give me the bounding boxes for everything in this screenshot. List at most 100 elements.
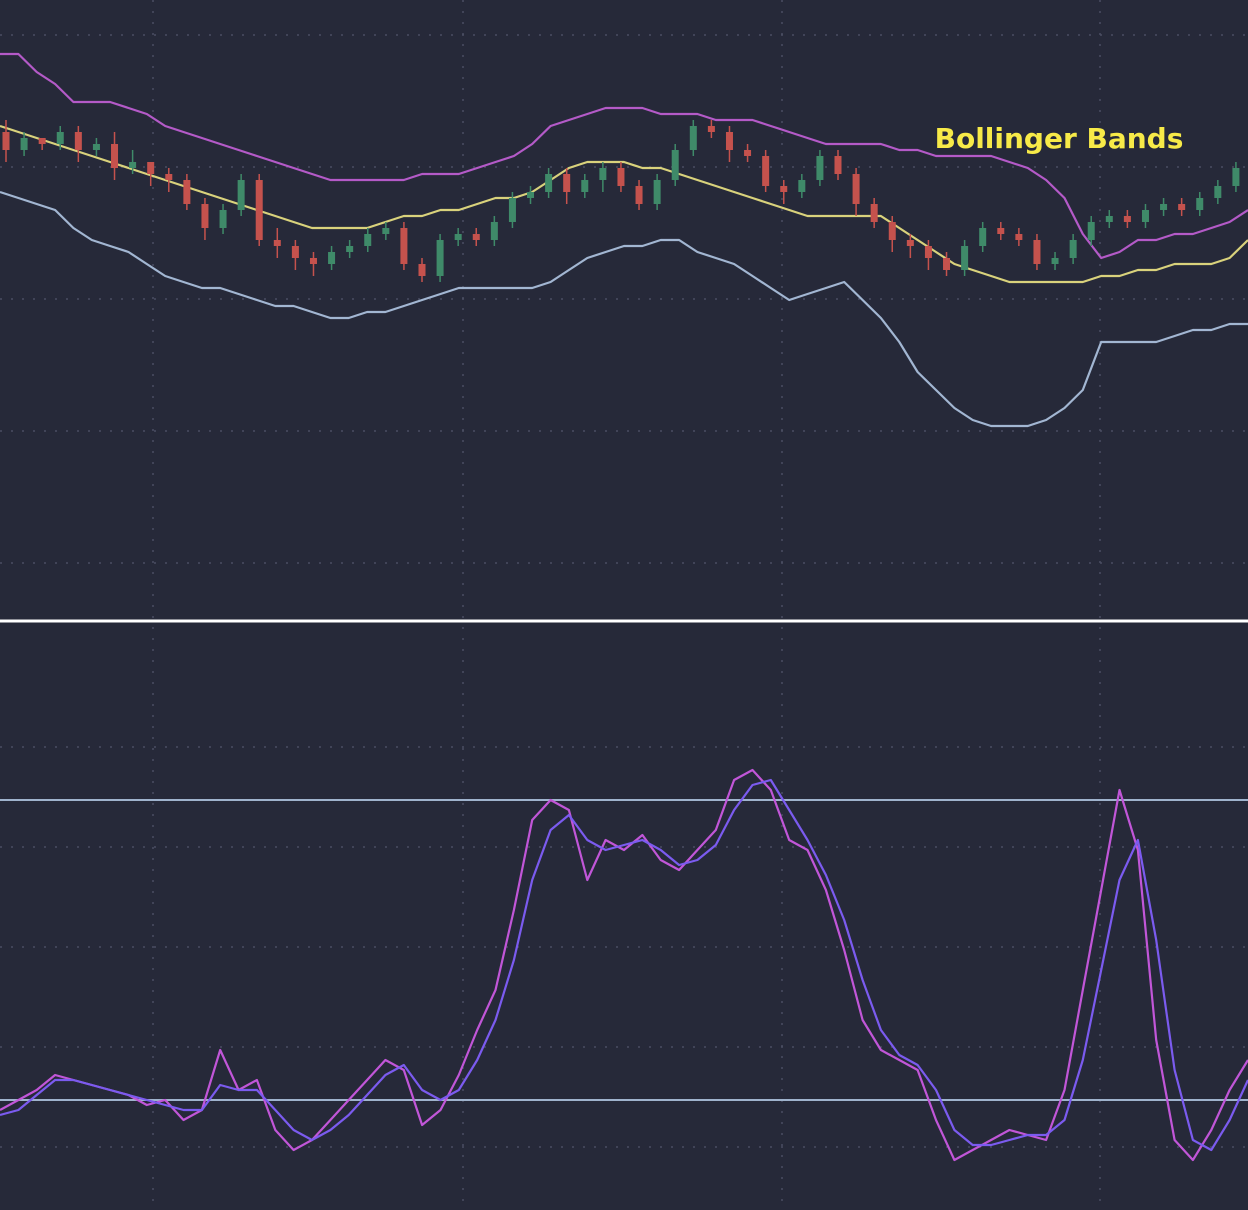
candle — [400, 222, 408, 270]
candle-body — [38, 138, 46, 144]
candle — [1105, 210, 1113, 228]
candle — [725, 126, 733, 162]
candle — [1069, 234, 1077, 264]
candle — [744, 144, 752, 162]
candle-body — [1214, 186, 1222, 198]
candle-body — [1051, 258, 1059, 264]
candle — [961, 240, 969, 276]
candle-body — [1105, 216, 1113, 222]
candle — [111, 132, 119, 180]
candle-body — [924, 246, 932, 258]
bollinger-band-line-0 — [0, 52, 1248, 260]
candle-body — [454, 234, 462, 240]
candle-body — [418, 264, 426, 276]
candle — [943, 252, 951, 276]
candle — [346, 240, 354, 258]
candle-body — [581, 180, 589, 192]
candle — [852, 168, 860, 216]
candle — [92, 138, 100, 156]
candle-body — [725, 132, 733, 150]
bollinger-band-line-2 — [0, 190, 1248, 428]
candle-body — [1069, 240, 1077, 258]
candle-body — [852, 174, 860, 204]
candle — [599, 162, 607, 192]
candle — [472, 228, 480, 246]
candle — [653, 174, 661, 210]
candle-body — [545, 174, 553, 192]
candle — [870, 198, 878, 228]
candle — [1160, 198, 1168, 216]
candle — [165, 168, 173, 192]
candle-body — [617, 168, 625, 186]
chart-title: Bollinger Bands — [935, 122, 1184, 155]
candle — [906, 234, 914, 258]
candle-body — [870, 204, 878, 222]
candle — [255, 174, 263, 246]
candle — [418, 258, 426, 282]
candle — [237, 174, 245, 216]
candle-body — [816, 156, 824, 180]
stochastic-panel — [0, 768, 1248, 1162]
candle-body — [147, 162, 155, 174]
candle — [1214, 180, 1222, 204]
candle — [780, 180, 788, 204]
candle-body — [979, 228, 987, 246]
candle — [38, 138, 46, 150]
candle — [183, 174, 191, 210]
candle-body — [653, 180, 661, 204]
candle — [273, 228, 281, 258]
candle — [219, 204, 227, 234]
candle-body — [273, 240, 281, 246]
candle-body — [563, 174, 571, 192]
candle — [581, 174, 589, 198]
candle — [545, 168, 553, 198]
candle-body — [834, 156, 842, 174]
candle-body — [798, 180, 806, 192]
candle-body — [1033, 240, 1041, 264]
candle-body — [1123, 216, 1131, 222]
candle — [454, 228, 462, 246]
candle-body — [997, 228, 1005, 234]
candle-body — [1141, 210, 1149, 222]
candle-body — [1087, 222, 1095, 240]
candle-body — [1160, 204, 1168, 210]
candle — [816, 150, 824, 186]
candle-body — [961, 246, 969, 270]
candle — [1015, 228, 1023, 246]
candle — [328, 246, 336, 270]
candle — [798, 174, 806, 198]
candle — [382, 222, 390, 240]
candle-body — [129, 162, 137, 168]
candle — [924, 240, 932, 270]
candle-body — [219, 210, 227, 228]
candle-body — [707, 126, 715, 132]
candle — [1033, 234, 1041, 270]
candle-body — [400, 228, 408, 264]
candle-body — [780, 186, 788, 192]
candle — [1123, 210, 1131, 228]
candle — [436, 234, 444, 282]
candle-body — [1178, 204, 1186, 210]
candle-body — [92, 144, 100, 150]
bollinger-panel — [0, 52, 1248, 428]
candle-body — [56, 132, 64, 144]
candle-body — [906, 240, 914, 246]
candle-body — [472, 234, 480, 240]
candle — [762, 150, 770, 192]
candle-body — [346, 246, 354, 252]
candle-body — [943, 258, 951, 270]
candle-body — [183, 180, 191, 204]
candle — [291, 240, 299, 270]
candle — [490, 216, 498, 246]
stochastic-line-0 — [0, 768, 1248, 1162]
candle-body — [671, 150, 679, 180]
candle-body — [201, 204, 209, 228]
candle-body — [1196, 198, 1204, 210]
candle — [1051, 252, 1059, 270]
candle-body — [255, 180, 263, 240]
candle — [617, 162, 625, 192]
candle — [20, 132, 28, 156]
candle-body — [2, 132, 10, 150]
